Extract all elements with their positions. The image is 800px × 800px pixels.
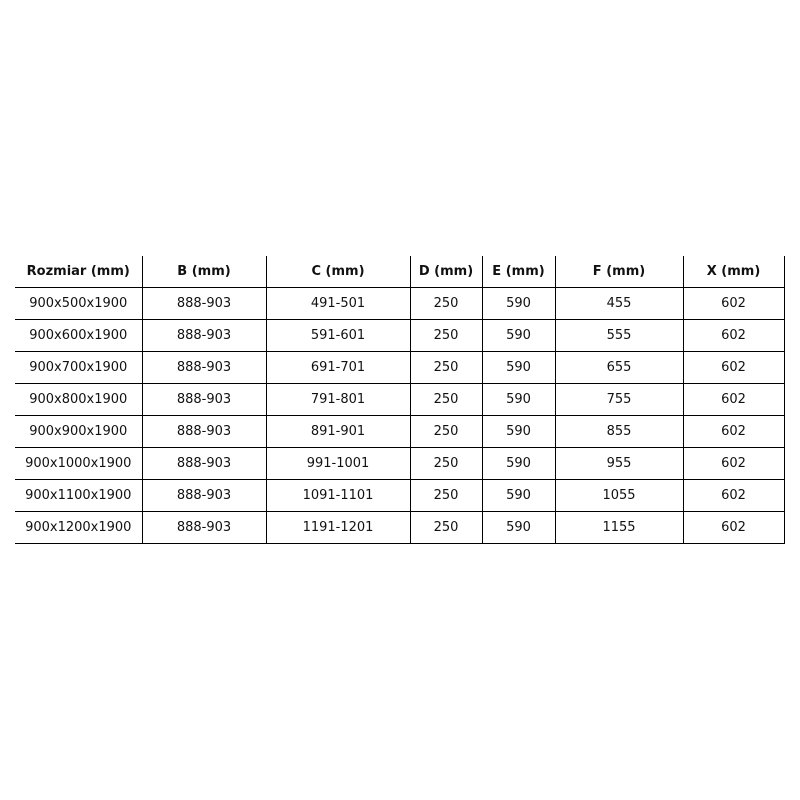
table-cell: 900x900x1900 [15,415,143,448]
table-cell: 602 [683,415,785,448]
table-cell: 250 [410,447,483,480]
table-cell: 602 [683,511,785,544]
table-cell: 250 [410,511,483,544]
table-cell: 590 [482,479,556,512]
table-cell: 455 [555,287,684,320]
table-cell: 250 [410,351,483,384]
table-cell: 888-903 [142,287,267,320]
table-cell: 900x1000x1900 [15,447,143,480]
table-cell: 590 [482,415,556,448]
table-cell: 855 [555,415,684,448]
table-cell: 900x1100x1900 [15,479,143,512]
table-row: 900x1100x1900 888-903 1091-1101 250 590 1055 6… [15,479,785,512]
table-cell: 602 [683,447,785,480]
table-cell: 888-903 [142,415,267,448]
table-cell: 602 [683,319,785,352]
dimensions-table: Rozmiar (mm) B (mm) C (mm) D (mm) E (mm) F (m… [15,256,785,544]
table-cell: 888-903 [142,447,267,480]
table-cell: 491-501 [266,287,411,320]
column-header: F (mm) [555,256,684,288]
table-cell: 590 [482,351,556,384]
table-cell: 250 [410,415,483,448]
table-cell: 602 [683,287,785,320]
table-cell: 900x700x1900 [15,351,143,384]
table-cell: 888-903 [142,351,267,384]
table-cell: 1155 [555,511,684,544]
table-cell: 1091-1101 [266,479,411,512]
table-row: 900x1200x1900 888-903 1191-1201 250 590 1155 6… [15,511,785,544]
header-row: Rozmiar (mm) B (mm) C (mm) D (mm) E (mm) F (m… [15,256,785,288]
table-cell: 590 [482,319,556,352]
table-cell: 555 [555,319,684,352]
column-header: E (mm) [482,256,556,288]
table-cell: 591-601 [266,319,411,352]
table-row: 900x600x1900 888-903 591-601 250 590 555 602 [15,319,785,352]
table-cell: 900x1200x1900 [15,511,143,544]
table-row: 900x800x1900 888-903 791-801 250 590 755 602 [15,383,785,416]
table-cell: 755 [555,383,684,416]
table-cell: 250 [410,319,483,352]
table-row: 900x900x1900 888-903 891-901 250 590 855 602 [15,415,785,448]
table-cell: 602 [683,351,785,384]
table-cell: 791-801 [266,383,411,416]
table-cell: 1191-1201 [266,511,411,544]
table-cell: 888-903 [142,479,267,512]
table-cell: 888-903 [142,319,267,352]
table-row: 900x1000x1900 888-903 991-1001 250 590 955 602 [15,447,785,480]
table-cell: 602 [683,383,785,416]
table-cell: 250 [410,383,483,416]
column-header: C (mm) [266,256,411,288]
table-cell: 900x600x1900 [15,319,143,352]
table-cell: 888-903 [142,511,267,544]
column-header: B (mm) [142,256,267,288]
table-cell: 991-1001 [266,447,411,480]
table-cell: 1055 [555,479,684,512]
column-header: X (mm) [683,256,785,288]
table-cell: 250 [410,479,483,512]
table-row: 900x700x1900 888-903 691-701 250 590 655 602 [15,351,785,384]
table-row: 900x500x1900 888-903 491-501 250 590 455 602 [15,287,785,320]
table-cell: 590 [482,447,556,480]
table-cell: 891-901 [266,415,411,448]
column-header: D (mm) [410,256,483,288]
table-cell: 888-903 [142,383,267,416]
table-cell: 250 [410,287,483,320]
table-cell: 655 [555,351,684,384]
table-cell: 900x500x1900 [15,287,143,320]
table-cell: 900x800x1900 [15,383,143,416]
column-header: Rozmiar (mm) [15,256,143,288]
table-cell: 590 [482,511,556,544]
table-cell: 590 [482,383,556,416]
table-cell: 691-701 [266,351,411,384]
table-cell: 955 [555,447,684,480]
table-cell: 590 [482,287,556,320]
table-cell: 602 [683,479,785,512]
